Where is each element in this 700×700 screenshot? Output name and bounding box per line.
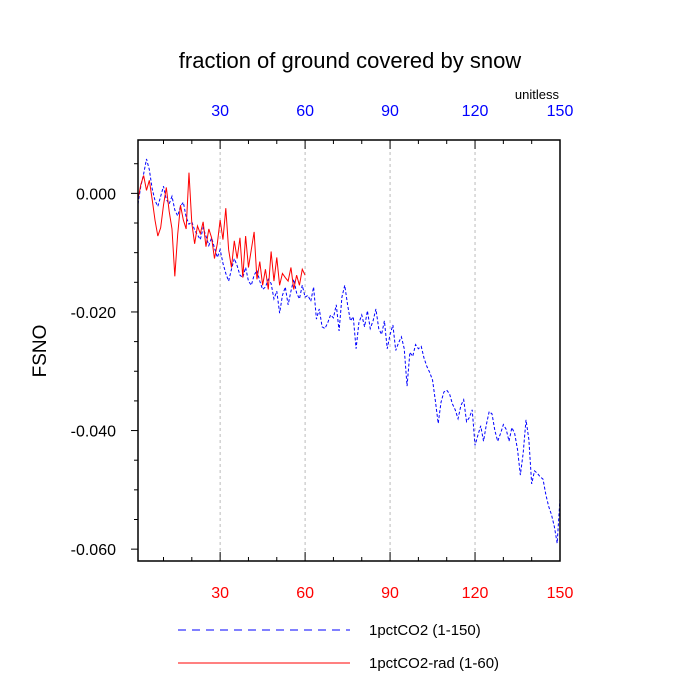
plot-frame — [137, 139, 561, 562]
x-tick-label-bottom-60: 60 — [296, 585, 314, 602]
y-tick-label-0: 0.000 — [76, 186, 116, 203]
y-tick-label-3: -0.060 — [71, 542, 116, 559]
x-tick-label-top-60: 60 — [296, 103, 314, 120]
x-tick-label-top-30: 30 — [211, 103, 229, 120]
legend-label-1pctco2-rad: 1pctCO2-rad (1-60) — [369, 655, 499, 672]
x-tick-label-top-90: 90 — [381, 103, 399, 120]
chart-title: fraction of ground covered by snow — [179, 48, 522, 73]
grid-lines — [219, 140, 476, 561]
series-line-1pctco2-rad — [137, 172, 306, 290]
x-tick-label-top-150: 150 — [547, 103, 574, 120]
x-tick-label-bottom-120: 120 — [462, 585, 489, 602]
series-group — [137, 158, 561, 544]
y-tick-label-2: -0.040 — [71, 424, 116, 441]
x-tick-label-bottom-150: 150 — [547, 585, 574, 602]
y-tick-label-1: -0.020 — [71, 305, 116, 322]
axis-ticks — [131, 140, 561, 561]
legend-label-1pctco2: 1pctCO2 (1-150) — [369, 622, 481, 639]
x-tick-label-top-120: 120 — [462, 103, 489, 120]
x-tick-label-bottom-90: 90 — [381, 585, 399, 602]
x-tick-label-bottom-30: 30 — [211, 585, 229, 602]
y-axis-label: FSNO — [30, 325, 51, 378]
legend: 1pctCO2 (1-150) 1pctCO2-rad (1-60) — [178, 622, 499, 672]
units-label: unitless — [515, 87, 560, 102]
tick-labels: 30 30 60 60 90 90 120 120 150 150 0.000 -0.020 -0.04… — [71, 103, 574, 602]
series-line-1pctco2 — [137, 158, 561, 544]
